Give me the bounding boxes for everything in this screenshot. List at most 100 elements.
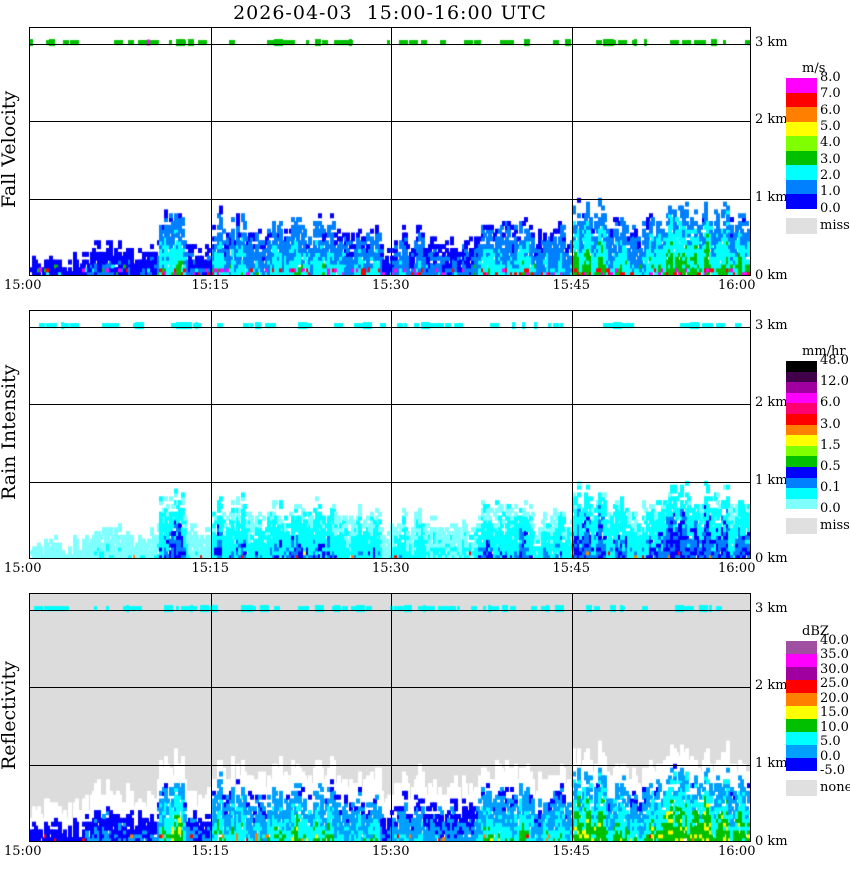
ytick-0km: 0 km <box>755 268 788 283</box>
xtick-1500: 15:00 <box>4 278 42 293</box>
colorbar-tick: 5.0 <box>820 118 841 134</box>
xtick-1515: 15:15 <box>191 278 229 293</box>
ytick-2km: 2 km <box>755 395 788 411</box>
colorbar-band <box>786 667 817 680</box>
colorbar-band <box>786 706 817 719</box>
colorbar-band <box>786 719 817 732</box>
xtick-1530: 15:30 <box>372 278 410 293</box>
plot-area-rain-intensity[interactable] <box>29 310 751 559</box>
colorbar-band <box>786 435 817 446</box>
colorbar-tick: 1.0 <box>820 184 841 200</box>
xtick-1545: 15:45 <box>552 844 590 859</box>
colorbar-tick: 35.0 <box>820 647 849 663</box>
colorbar-missing-label-fall-velocity: miss <box>820 217 850 233</box>
ytick-3km: 3 km <box>755 317 788 333</box>
ytick-0km: 0 km <box>755 551 788 566</box>
colorbar-band <box>786 107 817 122</box>
colorbar-band <box>786 693 817 706</box>
colorbar-tick: 0.0 <box>820 748 841 764</box>
echo-field-fall-velocity <box>30 28 750 275</box>
colorbar-tick: 0.0 <box>820 200 841 216</box>
colorbar-band <box>786 121 817 136</box>
axis-title-reflectivity: Reflectivity <box>0 661 20 770</box>
colorbar-band <box>786 194 817 209</box>
plot-area-reflectivity[interactable] <box>29 593 751 842</box>
colorbar-strip-fall-velocity <box>786 78 817 209</box>
ytick-3km: 3 km <box>755 600 788 616</box>
colorbar-tick: 8.0 <box>820 70 841 85</box>
colorbar-band <box>786 371 817 383</box>
colorbar-tick: 1.5 <box>820 437 841 453</box>
colorbar-tick: 3.0 <box>820 151 841 167</box>
ytick-1km: 1 km <box>755 190 788 206</box>
colorbar-strip-rain-intensity <box>786 361 817 510</box>
colorbar-tick: 15.0 <box>820 705 849 721</box>
ytick-2km: 2 km <box>755 112 788 128</box>
colorbar-tick: -5.0 <box>820 763 846 778</box>
colorbar-band <box>786 382 817 393</box>
colorbar-tick: 0.5 <box>820 459 841 474</box>
colorbar-tick: 40.0 <box>820 633 849 648</box>
colorbar-band <box>786 150 817 165</box>
colorbar-missing-swatch-reflectivity <box>786 780 817 796</box>
colorbar-tick: 7.0 <box>820 86 841 102</box>
colorbar-missing-label-rain-intensity: miss <box>820 518 850 534</box>
colorbar-tick: 20.0 <box>820 690 849 706</box>
xtick-1600: 16:00 <box>718 561 756 576</box>
colorbar-tick: 3.0 <box>820 416 841 432</box>
ytick-0km: 0 km <box>755 834 788 849</box>
colorbar-tick: 5.0 <box>820 734 841 750</box>
colorbar-band <box>786 654 817 667</box>
colorbar-tick: 6.0 <box>820 395 841 411</box>
page-title: 2026-04-03 15:00-16:00 UTC <box>233 2 547 24</box>
colorbar-unit-rain-intensity: mm/hr <box>802 344 846 359</box>
ytick-2km: 2 km <box>755 678 788 694</box>
colorbar-tick: 6.0 <box>820 102 841 118</box>
colorbar-tick: 12.0 <box>820 374 849 390</box>
colorbar-band <box>786 413 817 425</box>
colorbar-band <box>786 392 817 404</box>
colorbar-band <box>786 179 817 194</box>
colorbar-band <box>786 445 817 457</box>
colorbar-band <box>786 136 817 151</box>
colorbar-unit-reflectivity: dBZ <box>802 624 829 639</box>
colorbar-tick: 25.0 <box>820 676 849 692</box>
colorbar-band <box>786 361 817 372</box>
xtick-1530: 15:30 <box>372 561 410 576</box>
colorbar-missing-swatch-fall-velocity <box>786 217 817 234</box>
panel-rain-intensity: Rain Intensity 3 km 2 km 1 km 0 km 15:00 15:15… <box>0 303 850 592</box>
colorbar-band <box>786 456 817 467</box>
xtick-1500: 15:00 <box>4 844 42 859</box>
colorbar-band <box>786 745 817 758</box>
colorbar-band <box>786 498 817 510</box>
colorbar-band <box>786 758 817 771</box>
colorbar-tick: 48.0 <box>820 353 849 368</box>
colorbar-missing-label-reflectivity: none <box>820 780 850 795</box>
panel-reflectivity: Reflectivity 3 km 2 km 1 km 0 km 15:00 15:15 15… <box>0 586 850 875</box>
colorbar-tick: 2.0 <box>820 167 841 183</box>
colorbar-band <box>786 732 817 745</box>
colorbar-tick: 0.1 <box>820 480 841 496</box>
xtick-1500: 15:00 <box>4 561 42 576</box>
xtick-1515: 15:15 <box>191 844 229 859</box>
axis-title-fall-velocity: Fall Velocity <box>0 90 20 209</box>
colorbar-band <box>786 165 817 180</box>
colorbar-tick: 30.0 <box>820 661 849 677</box>
xtick-1600: 16:00 <box>718 278 756 293</box>
ytick-1km: 1 km <box>755 756 788 772</box>
xtick-1545: 15:45 <box>552 278 590 293</box>
xtick-1515: 15:15 <box>191 561 229 576</box>
colorbar-tick: 4.0 <box>820 135 841 151</box>
colorbar-missing-swatch-rain-intensity <box>786 518 817 535</box>
xtick-1545: 15:45 <box>552 561 590 576</box>
colorbar-band <box>786 403 817 414</box>
colorbar-band <box>786 641 817 654</box>
ytick-1km: 1 km <box>755 473 788 489</box>
xtick-1600: 16:00 <box>718 844 756 859</box>
plot-area-fall-velocity[interactable] <box>29 27 751 276</box>
colorbar-unit-fall-velocity: m/s <box>802 61 826 76</box>
colorbar-tick: 10.0 <box>820 719 849 735</box>
colorbar-band <box>786 488 817 499</box>
colorbar-band <box>786 680 817 693</box>
colorbar-band <box>786 466 817 478</box>
